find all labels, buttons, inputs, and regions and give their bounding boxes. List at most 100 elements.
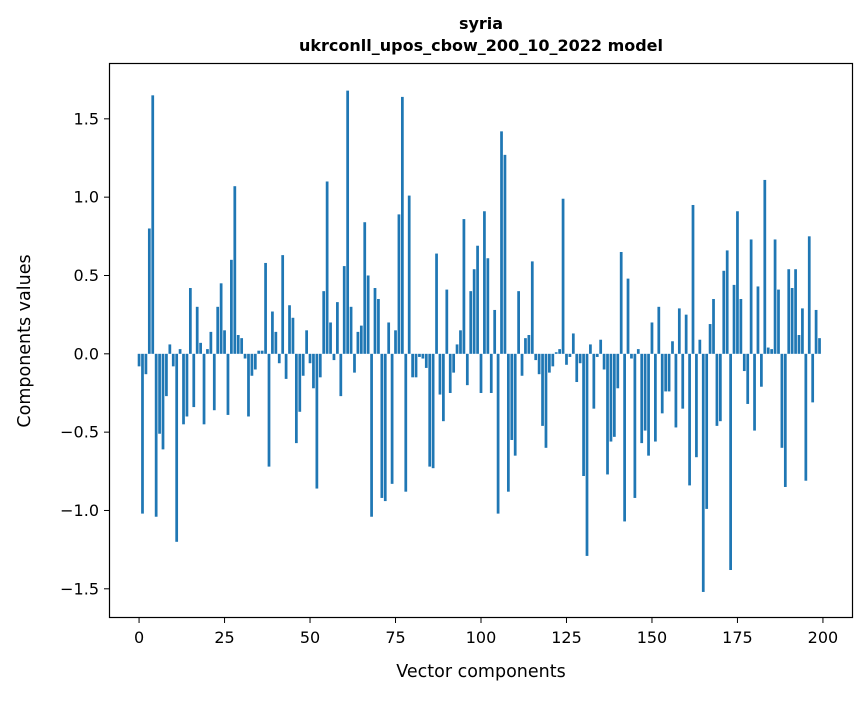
bar xyxy=(195,306,199,354)
bar xyxy=(660,353,664,414)
bar xyxy=(609,353,613,442)
bar xyxy=(626,278,630,354)
bar xyxy=(236,335,240,354)
bar xyxy=(448,353,452,393)
bar xyxy=(506,353,510,492)
bar xyxy=(537,353,541,375)
bar xyxy=(589,344,592,354)
bar xyxy=(746,353,750,404)
bar xyxy=(756,286,760,354)
bar xyxy=(513,353,517,456)
bar xyxy=(380,353,384,498)
y-tick-label: 1.5 xyxy=(74,109,99,128)
x-tick-label: 25 xyxy=(214,628,234,647)
bar xyxy=(623,353,626,522)
bar xyxy=(602,353,606,370)
bar xyxy=(147,228,151,354)
bar xyxy=(739,298,743,354)
bar xyxy=(294,353,298,444)
bar xyxy=(722,270,726,354)
bar xyxy=(496,353,500,514)
bar xyxy=(387,322,391,354)
bar xyxy=(260,350,264,354)
bar xyxy=(250,353,254,376)
bar xyxy=(141,353,144,514)
bar xyxy=(373,288,377,354)
bar xyxy=(777,289,780,354)
bar xyxy=(346,90,350,354)
bar xyxy=(647,353,650,456)
bar xyxy=(681,353,685,409)
bar xyxy=(780,353,784,448)
bar xyxy=(363,222,367,354)
bar xyxy=(517,291,520,354)
bar xyxy=(418,353,421,357)
bar xyxy=(291,317,295,354)
bar xyxy=(421,353,425,359)
bar xyxy=(766,347,770,354)
bar xyxy=(185,353,189,417)
bar xyxy=(664,353,668,392)
y-tick-label: −1.5 xyxy=(60,579,99,598)
bar xyxy=(794,269,797,354)
bar xyxy=(732,284,736,354)
bar xyxy=(442,353,445,422)
bar xyxy=(188,288,192,354)
bar xyxy=(223,330,226,354)
bar xyxy=(640,353,644,444)
bar xyxy=(144,353,148,375)
x-tick-label: 150 xyxy=(637,628,668,647)
bar xyxy=(329,322,332,354)
bar xyxy=(383,353,387,502)
bar xyxy=(558,349,562,354)
bar xyxy=(486,258,490,354)
bar xyxy=(801,308,804,354)
bar xyxy=(571,333,575,354)
bar xyxy=(168,344,172,354)
bar xyxy=(770,349,774,354)
bar xyxy=(298,353,302,412)
chart-title: syria xyxy=(459,14,503,33)
bar xyxy=(804,353,808,481)
bar xyxy=(575,353,579,383)
bar xyxy=(356,331,360,354)
bar xyxy=(411,353,414,378)
bar xyxy=(247,353,250,417)
bar xyxy=(438,353,442,395)
bar xyxy=(599,339,603,354)
bar xyxy=(219,283,223,354)
bar xyxy=(226,353,230,415)
bar xyxy=(175,353,179,542)
bar xyxy=(325,181,329,354)
x-tick-label: 75 xyxy=(385,628,405,647)
bar xyxy=(534,353,538,361)
bar xyxy=(171,353,175,367)
bar xyxy=(479,353,483,393)
bar xyxy=(493,309,497,354)
x-tick-label: 0 xyxy=(134,628,144,647)
bar xyxy=(773,239,777,354)
bar xyxy=(353,353,356,373)
bar xyxy=(691,204,695,354)
bar xyxy=(322,291,326,354)
bar xyxy=(445,289,449,354)
bar xyxy=(206,349,209,354)
bar xyxy=(712,298,715,354)
bar xyxy=(253,353,257,370)
bar xyxy=(753,353,756,431)
bar xyxy=(390,353,394,484)
x-axis-label: Vector components xyxy=(396,662,565,682)
bar xyxy=(212,353,216,411)
bar xyxy=(414,353,418,378)
bar xyxy=(760,353,763,387)
y-tick-label: −0.5 xyxy=(60,423,99,442)
bar xyxy=(643,353,647,431)
y-axis-ticks: −1.5 −1.0 −0.5 0.0 0.5 1.0 1.5 xyxy=(60,109,110,598)
bar xyxy=(349,306,353,354)
bar xyxy=(312,353,315,389)
bar xyxy=(551,353,555,367)
bar xyxy=(708,324,712,354)
x-tick-label: 100 xyxy=(466,628,497,647)
bar xyxy=(616,353,620,389)
